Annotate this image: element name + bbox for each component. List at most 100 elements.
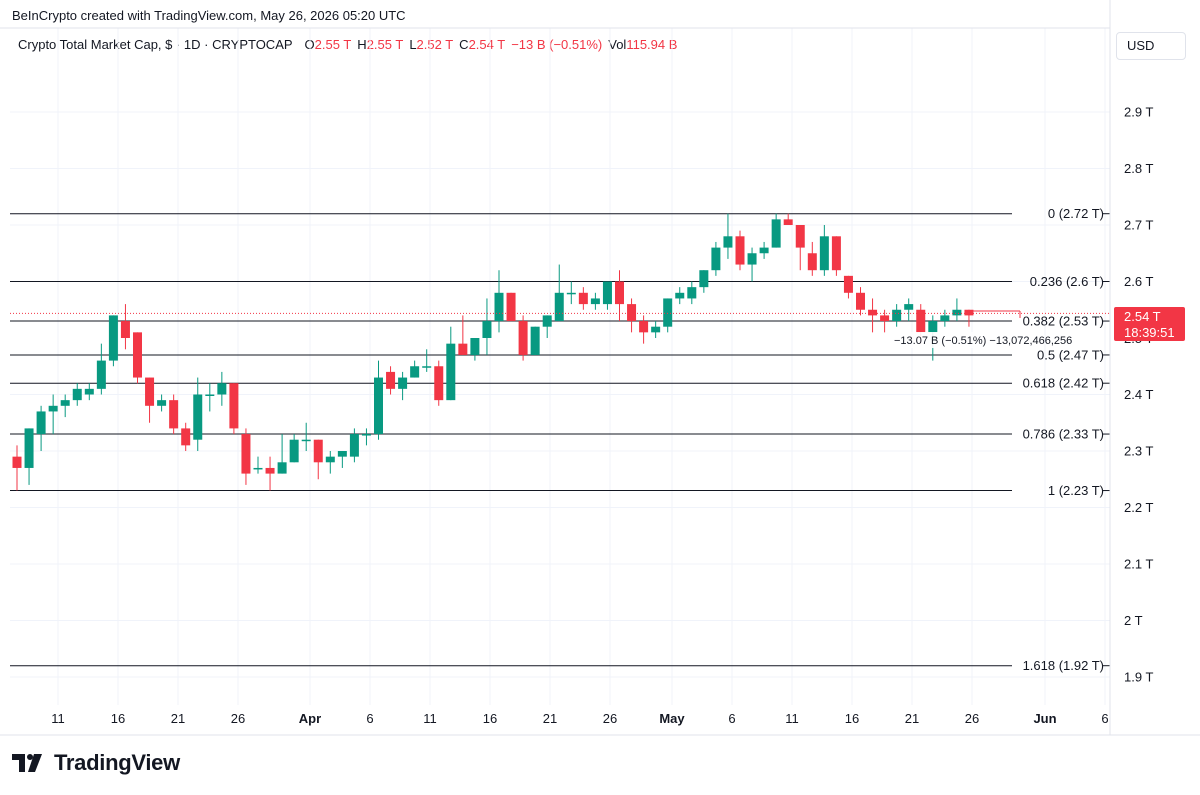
fib-level-label: 0.382 (2.53 T): [1023, 314, 1104, 329]
candle-body: [783, 219, 793, 225]
candle-body: [96, 360, 106, 389]
x-tick-label: 16: [483, 711, 497, 726]
candle-body: [554, 292, 564, 322]
candle: [325, 451, 335, 474]
candle: [530, 326, 540, 355]
candle: [120, 304, 130, 350]
candle-body: [578, 292, 588, 305]
price-badge-value: 2.54 T: [1124, 309, 1161, 324]
y-tick-label: 2.6 T: [1124, 274, 1153, 289]
candle: [554, 264, 564, 322]
x-tick-label: 11: [785, 711, 799, 726]
y-tick-label: 2.7 T: [1124, 218, 1153, 233]
y-tick-label: 2 T: [1124, 613, 1143, 628]
high-value: 2.55 T: [366, 37, 404, 52]
candle: [386, 366, 396, 395]
candle: [241, 428, 251, 485]
candle: [663, 298, 673, 333]
fib-level-label: 1 (2.23 T): [1048, 483, 1104, 498]
candle-body: [928, 321, 938, 333]
candle: [723, 213, 733, 259]
candle-body: [133, 332, 142, 378]
candle: [651, 321, 661, 338]
y-tick-label: 2.8 T: [1124, 161, 1153, 176]
candle-body: [819, 236, 829, 271]
x-tick-label: 11: [423, 711, 437, 726]
candle: [72, 383, 82, 406]
candle: [470, 338, 480, 361]
x-tick-label: 11: [51, 711, 65, 726]
candle: [578, 287, 588, 310]
candle-body: [181, 428, 191, 446]
candle: [361, 428, 371, 446]
candle: [771, 213, 781, 248]
x-tick-label: 16: [845, 711, 859, 726]
candle-body: [108, 315, 118, 361]
fib-level-label: 0.618 (2.42 T): [1023, 376, 1104, 391]
candle-body: [747, 253, 757, 265]
candle: [374, 360, 383, 440]
candle: [880, 309, 890, 333]
candle: [145, 377, 155, 423]
fib-level-label: 0.236 (2.6 T): [1030, 274, 1104, 289]
candle-body: [410, 366, 420, 378]
candle-body: [48, 405, 58, 412]
candle-body: [627, 304, 637, 322]
candle-body: [602, 281, 612, 305]
candle-body: [771, 219, 781, 248]
candle: [602, 281, 612, 310]
tradingview-brand: TradingView: [54, 750, 180, 775]
candle-body: [84, 388, 94, 395]
candle-body: [904, 304, 914, 310]
candle-body: [313, 439, 323, 463]
candle: [892, 304, 902, 327]
candle-body: [639, 321, 649, 333]
candle-body: [675, 292, 685, 299]
candle: [446, 326, 456, 401]
candle: [856, 287, 865, 316]
tradingview-logo[interactable]: TradingView: [12, 750, 180, 776]
candle-body: [506, 292, 516, 322]
candle: [590, 292, 600, 310]
x-tick-label: 26: [231, 711, 245, 726]
candle: [795, 225, 805, 271]
candle: [687, 281, 697, 305]
candle-body: [337, 451, 347, 457]
high-label: H: [357, 37, 367, 52]
candle-body: [723, 236, 733, 248]
candle-body: [615, 281, 624, 305]
candle: [747, 247, 757, 282]
candle: [96, 343, 106, 395]
symbol-title[interactable]: Crypto Total Market Cap, $ · 1D · CRYPTO…: [18, 37, 293, 52]
candle: [24, 428, 34, 485]
candle-body: [880, 315, 890, 322]
candle: [843, 275, 853, 299]
candle-body: [217, 383, 227, 395]
y-tick-label: 2.9 T: [1124, 105, 1153, 120]
candle-body: [253, 467, 263, 470]
candle: [868, 298, 878, 333]
candle: [506, 292, 516, 322]
y-tick-label: 2.1 T: [1124, 557, 1153, 572]
candle-body: [590, 298, 600, 305]
candle-body: [72, 388, 82, 401]
candle: [301, 422, 311, 451]
volume-value: 115.94 B: [626, 37, 678, 52]
candle: [759, 241, 769, 259]
candle-body: [12, 456, 22, 468]
currency-button[interactable]: USD: [1116, 32, 1186, 60]
candle: [627, 298, 637, 333]
candle-body: [265, 467, 275, 474]
candle: [60, 394, 70, 418]
candle-body: [699, 270, 709, 288]
candle: [783, 213, 793, 225]
candle-body: [940, 315, 950, 322]
candle: [398, 371, 408, 401]
grid-lines: [10, 28, 1110, 705]
candle: [217, 371, 227, 406]
candle: [265, 456, 275, 491]
candle-body: [386, 371, 396, 389]
x-tick-label: Jun: [1033, 711, 1056, 726]
x-tick-label: 21: [171, 711, 185, 726]
